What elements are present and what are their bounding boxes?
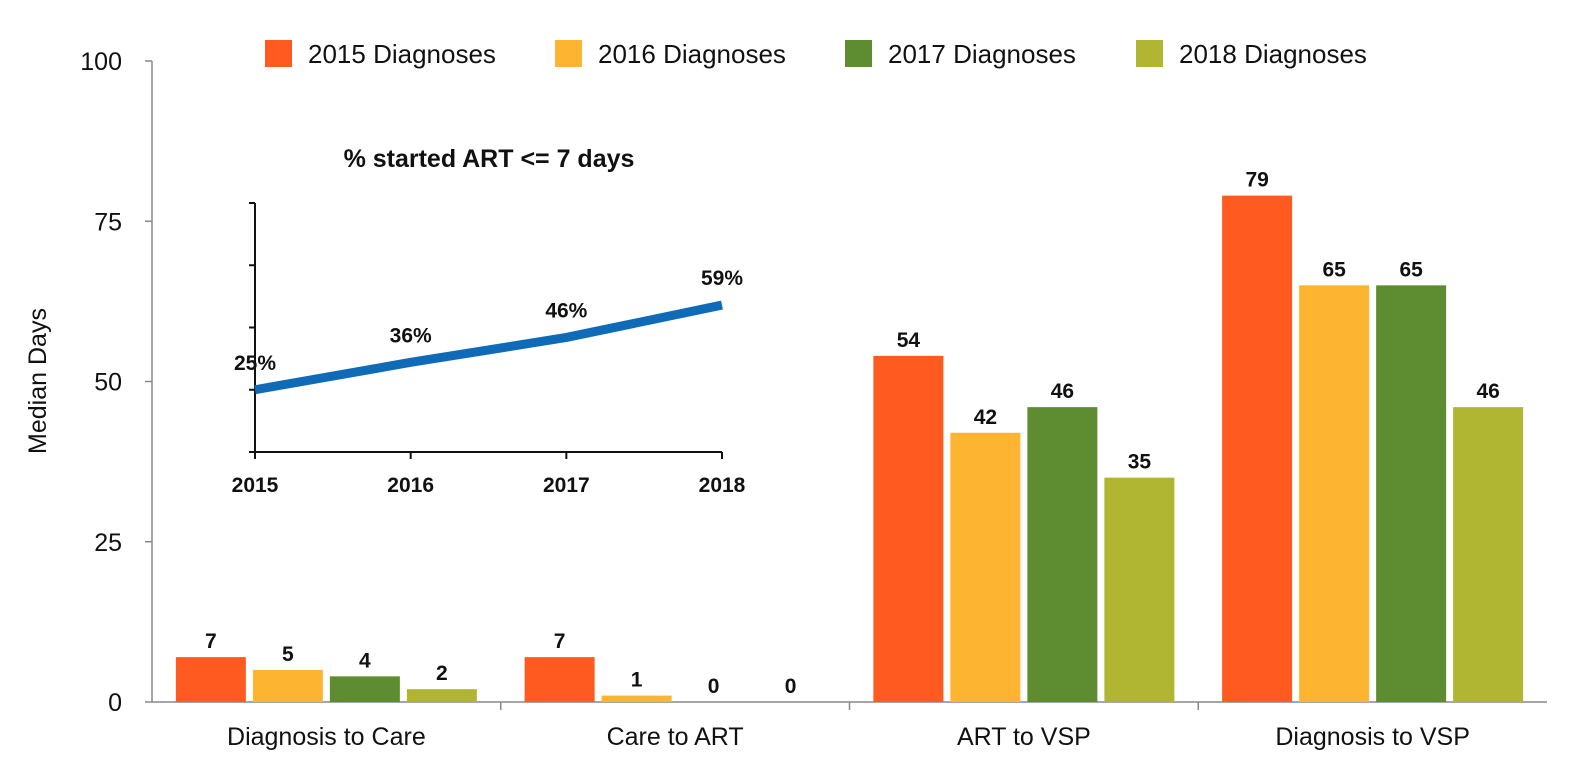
y-tick-label: 100	[80, 48, 122, 76]
bar	[1104, 477, 1175, 702]
bar-data-label: 35	[1128, 451, 1152, 474]
inset-data-label: 36%	[390, 324, 432, 347]
inset-data-label: 59%	[701, 267, 743, 290]
y-tick-label: 75	[94, 208, 122, 236]
bar-data-label: 5	[282, 643, 294, 666]
bar-data-label: 65	[1399, 258, 1423, 281]
bar-data-label: 7	[205, 630, 217, 653]
legend-swatch	[555, 40, 582, 67]
category-label: Diagnosis to VSP	[1275, 723, 1470, 751]
inset-data-label: 46%	[545, 299, 587, 322]
y-axis-label: Median Days	[24, 308, 52, 454]
inset-x-tick-label: 2015	[232, 474, 279, 497]
bar-data-label: 0	[708, 675, 720, 698]
bar-data-label: 1	[631, 669, 643, 692]
legend-label: 2018 Diagnoses	[1179, 39, 1367, 69]
bar-data-label: 0	[785, 675, 797, 698]
inset-series-line	[254, 300, 723, 395]
bar-data-label: 42	[974, 406, 997, 429]
bar	[524, 657, 595, 702]
category-label: Care to ART	[607, 723, 744, 751]
legend-label: 2016 Diagnoses	[598, 39, 786, 69]
bar-data-label: 2	[436, 662, 448, 685]
legend-label: 2015 Diagnoses	[308, 39, 496, 69]
inset-data-label: 25%	[234, 352, 276, 375]
legend: 2015 Diagnoses 2016 Diagnoses 2017 Diagnos…	[265, 39, 1367, 69]
inset-x-tick-label: 2016	[387, 474, 434, 497]
bar	[329, 676, 400, 702]
y-tick-label: 0	[108, 689, 122, 717]
bar-data-label: 46	[1476, 380, 1499, 403]
legend-swatch	[265, 40, 292, 67]
legend-label: 2017 Diagnoses	[888, 39, 1076, 69]
category-label: Diagnosis to Care	[227, 723, 426, 751]
category-label: ART to VSP	[957, 723, 1091, 751]
y-tick-label: 50	[94, 369, 122, 397]
bar-data-label: 54	[897, 329, 921, 352]
bar	[1453, 407, 1524, 702]
bar	[1299, 285, 1370, 702]
legend-swatch	[1136, 40, 1163, 67]
bar	[1376, 285, 1447, 702]
bar	[406, 689, 477, 702]
bar-data-label: 79	[1245, 169, 1268, 192]
bar	[252, 669, 323, 702]
inset-x-tick-label: 2017	[543, 474, 590, 497]
inset-x-tick-label: 2018	[699, 474, 746, 497]
inset-chart-title: % started ART <= 7 days	[344, 145, 635, 173]
bar-data-label: 7	[554, 630, 566, 653]
bar	[1222, 195, 1293, 703]
inset-line-chart: % started ART <= 7 days 2015 2016 2017 2018…	[232, 145, 746, 497]
bar-data-label: 46	[1051, 380, 1074, 403]
bar	[175, 657, 246, 702]
bar-data-label: 4	[359, 649, 371, 672]
bar	[601, 695, 672, 702]
bar	[1027, 407, 1098, 702]
bar	[950, 432, 1021, 702]
y-tick-label: 25	[94, 529, 122, 557]
legend-swatch	[845, 40, 872, 67]
bar	[873, 355, 944, 702]
bar-data-label: 65	[1322, 258, 1346, 281]
